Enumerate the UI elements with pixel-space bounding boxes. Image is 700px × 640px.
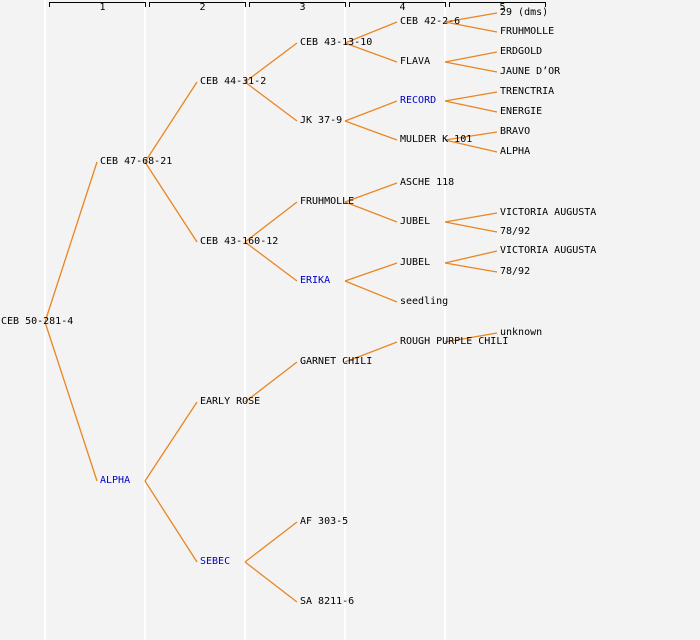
- edge-jubel-b-victoria-augusta-b: [444, 250, 498, 264]
- variety-trenctria: TRENCTRIA: [500, 86, 555, 97]
- edge-ceb-43-13-10-ceb-42-2-6: [344, 21, 398, 44]
- variety-alpha-2[interactable]: ALPHA: [100, 475, 131, 486]
- variety-ceb-50-281-4: CEB 50-281-4: [1, 316, 74, 327]
- variety-jubel-b: JUBEL: [400, 257, 431, 268]
- variety-ceb-42-2-6: CEB 42-2-6: [400, 16, 461, 27]
- edge-ceb-47-68-21-ceb-44-31-2: [144, 81, 198, 163]
- generation-bracket-3: [249, 2, 346, 7]
- column-separator: [144, 0, 146, 640]
- variety-jaune-dor: JAUNE D’OR: [500, 66, 561, 77]
- variety-garnet-chili: GARNET CHILI: [300, 356, 373, 367]
- variety-victoria-augusta-a: VICTORIA AUGUSTA: [500, 207, 597, 218]
- variety-seedling: seedling: [400, 296, 449, 307]
- edge-mulder-k-101-alpha-5: [444, 139, 498, 153]
- generation-label-4: 4: [399, 2, 406, 13]
- variety-sebec[interactable]: SEBEC: [200, 556, 231, 567]
- edge-alpha-2-sebec: [144, 480, 198, 563]
- variety-78-92-b: 78/92: [500, 266, 531, 277]
- edge-ceb-43-160-12-fruhmolle-4: [244, 201, 298, 243]
- variety-rough-purple-chili: ROUGH PURPLE CHILI: [400, 336, 509, 347]
- edge-ceb-42-2-6-29-dms: [444, 12, 498, 23]
- variety-early-rose: EARLY ROSE: [200, 396, 261, 407]
- edge-erika-seedling: [344, 280, 398, 303]
- variety-erdgold: ERDGOLD: [500, 46, 543, 57]
- generation-label-2: 2: [199, 2, 206, 13]
- variety-ceb-44-31-2: CEB 44-31-2: [200, 76, 267, 87]
- edge-mulder-k-101-bravo: [444, 131, 498, 141]
- edge-jubel-a-victoria-augusta-a: [444, 212, 498, 223]
- edge-rough-purple-chili-unknown: [444, 332, 498, 343]
- edge-jubel-a-78-92-a: [444, 221, 498, 233]
- variety-bravo: BRAVO: [500, 126, 531, 137]
- variety-ceb-47-68-21: CEB 47-68-21: [100, 156, 173, 167]
- variety-victoria-augusta-b: VICTORIA AUGUSTA: [500, 245, 597, 256]
- column-separator: [444, 0, 446, 640]
- edge-ceb-44-31-2-jk-37-9: [244, 81, 298, 122]
- column-separator: [344, 0, 346, 640]
- edge-jubel-b-78-92-b: [444, 262, 498, 273]
- column-separator: [44, 0, 46, 640]
- edge-ceb-43-13-10-flava: [344, 42, 398, 63]
- edge-ceb-47-68-21-ceb-43-160-12: [144, 161, 198, 243]
- generation-bracket-4: [349, 2, 446, 7]
- generation-label-3: 3: [299, 2, 306, 13]
- edge-ceb-44-31-2-ceb-43-13-10: [244, 42, 298, 83]
- edge-sebec-af-303-5: [244, 521, 298, 563]
- variety-29-dms: 29 (dms): [500, 7, 549, 18]
- variety-mulder-k-101: MULDER K 101: [400, 134, 473, 145]
- edge-flava-erdgold: [444, 51, 498, 63]
- variety-ceb-43-160-12: CEB 43-160-12: [200, 236, 279, 247]
- variety-fruhmolle-5: FRUHMOLLE: [500, 26, 555, 37]
- edge-fruhmolle-4-jubel-a: [344, 201, 398, 223]
- edge-early-rose-garnet-chili: [244, 361, 298, 403]
- edge-ceb-43-160-12-erika: [244, 241, 298, 282]
- generation-label-1: 1: [99, 2, 106, 13]
- variety-sa-8211-6: SA 8211-6: [300, 596, 355, 607]
- variety-af-303-5: AF 303-5: [300, 516, 349, 527]
- edge-jk-37-9-record: [344, 100, 398, 122]
- variety-78-92-a: 78/92: [500, 226, 531, 237]
- edge-fruhmolle-4-asche-118: [344, 182, 398, 203]
- edge-flava-jaune-dor: [444, 61, 498, 73]
- variety-flava: FLAVA: [400, 56, 431, 67]
- edge-ceb-42-2-6-fruhmolle-5: [444, 21, 498, 33]
- variety-ceb-43-13-10: CEB 43-13-10: [300, 37, 373, 48]
- edge-garnet-chili-rough-purple-chili: [344, 341, 398, 363]
- generation-bracket-5: [449, 2, 546, 7]
- generation-bracket-2: [149, 2, 246, 7]
- variety-energie: ENERGIE: [500, 106, 543, 117]
- variety-fruhmolle-4: FRUHMOLLE: [300, 196, 355, 207]
- edge-ceb-50-281-4-ceb-47-68-21: [44, 161, 98, 323]
- variety-asche-118: ASCHE 118: [400, 177, 455, 188]
- edge-record-trenctria: [444, 91, 498, 102]
- edge-alpha-2-early-rose: [144, 401, 198, 482]
- variety-record[interactable]: RECORD: [400, 95, 437, 106]
- variety-erika[interactable]: ERIKA: [300, 275, 331, 286]
- edge-erika-jubel-b: [344, 262, 398, 282]
- variety-unknown: unknown: [500, 327, 543, 338]
- variety-jk-37-9: JK 37-9: [300, 115, 343, 126]
- edge-jk-37-9-mulder-k-101: [344, 120, 398, 141]
- generation-bracket-1: [49, 2, 146, 7]
- variety-jubel-a: JUBEL: [400, 216, 431, 227]
- column-separator: [244, 0, 246, 640]
- edge-record-energie: [444, 100, 498, 113]
- edge-sebec-sa-8211-6: [244, 561, 298, 603]
- generation-label-5: 5: [499, 2, 506, 13]
- variety-alpha-5: ALPHA: [500, 146, 531, 157]
- edge-ceb-50-281-4-alpha-2: [44, 321, 98, 482]
